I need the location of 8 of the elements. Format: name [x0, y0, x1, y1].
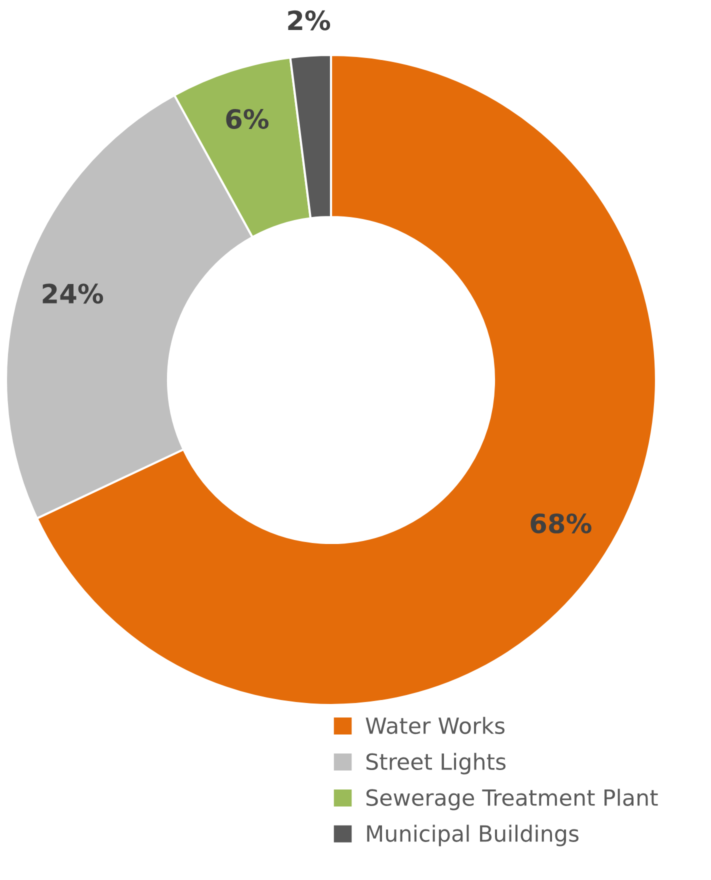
data-label: 24% [42, 284, 104, 304]
data-label: 6% [226, 109, 269, 129]
data-label: 2% [288, 10, 330, 30]
legend-label: Sewerage Treatment Plant [366, 788, 658, 810]
legend-label: Municipal Buildings [367, 824, 579, 846]
legend-label: Water Works [366, 716, 505, 734]
data-label: 68% [530, 513, 592, 534]
legend-label: Street Lights [366, 752, 506, 774]
